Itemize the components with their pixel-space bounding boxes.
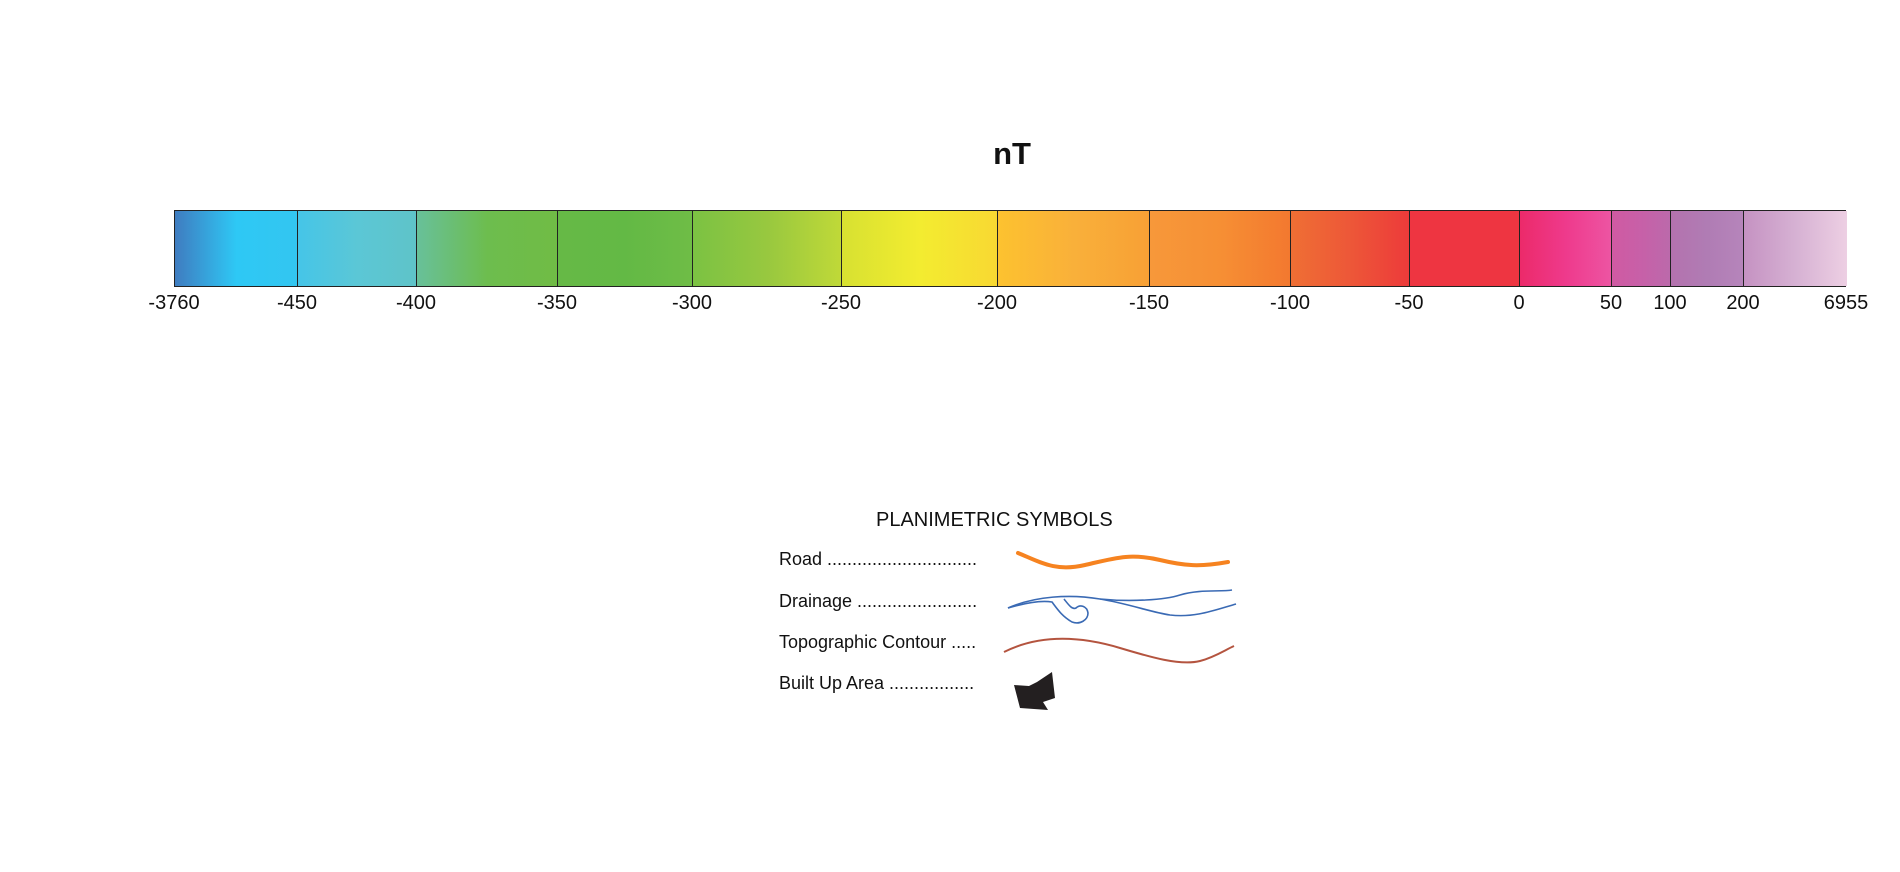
drainage-line-icon [1007, 589, 1237, 624]
colorbar-segment [558, 211, 693, 286]
colorbar-segment [175, 211, 298, 286]
colorbar-divider [692, 210, 694, 287]
colorbar-divider [416, 210, 418, 287]
symbols-title: PLANIMETRIC SYMBOLS [876, 509, 1113, 531]
colorbar-tick-label: -100 [1269, 292, 1311, 314]
colorbar-tick-label: 6955 [1823, 292, 1869, 314]
colorbar-divider [297, 210, 299, 287]
colorbar-segment [1150, 211, 1291, 286]
colorbar-segment [417, 211, 558, 286]
colorbar-divider [1290, 210, 1292, 287]
colorbar-divider [1611, 210, 1613, 287]
built-up-area-icon [1014, 672, 1055, 710]
colorbar-divider [1519, 210, 1521, 287]
colorbar-tick-label: 100 [1653, 292, 1687, 314]
topographic-contour-label: Topographic Contour ..... [779, 632, 977, 652]
colorbar-segment [693, 211, 842, 286]
colorbar-divider [997, 210, 999, 287]
colorbar-tick-label: -250 [820, 292, 862, 314]
colorbar-unit-title: nT [993, 136, 1031, 171]
built-up-area-label: Built Up Area ................. [779, 673, 975, 693]
colorbar-tick-label: -200 [976, 292, 1018, 314]
colorbar-divider [841, 210, 843, 287]
road-label: Road .............................. [779, 549, 978, 569]
colorbar-tick-label: -450 [276, 292, 318, 314]
colorbar-tick-label: -50 [1394, 292, 1424, 314]
colorbar-divider [1149, 210, 1151, 287]
colorbar-segment [1291, 211, 1410, 286]
colorbar-segment [998, 211, 1150, 286]
colorbar-tick-label: 50 [1599, 292, 1623, 314]
colorbar-divider [1743, 210, 1745, 287]
colorbar-tick-label: 0 [1513, 292, 1525, 314]
colorbar-tick-label: 200 [1726, 292, 1760, 314]
drainage-label: Drainage ........................ [779, 591, 978, 611]
colorbar-segment [298, 211, 417, 286]
colorbar-tick-label: -150 [1128, 292, 1170, 314]
colorbar-tick-label: -350 [536, 292, 578, 314]
colorbar-tick-label: -400 [395, 292, 437, 314]
colorbar-divider [1670, 210, 1672, 287]
colorbar-divider [557, 210, 559, 287]
colorbar-segment [1410, 211, 1520, 286]
colorbar-segment [1520, 211, 1612, 286]
colorbar-divider [1409, 210, 1411, 287]
colorbar-segment [842, 211, 998, 286]
colorbar-segment [1744, 211, 1847, 286]
contour-line-icon [1003, 637, 1235, 664]
colorbar-segment [1612, 211, 1671, 286]
colorbar-tick-label: -300 [671, 292, 713, 314]
colorbar-tick-label: -3760 [148, 292, 200, 314]
colorbar-segment [1671, 211, 1744, 286]
road-line-icon [1016, 551, 1230, 570]
colorbar [174, 210, 1847, 287]
